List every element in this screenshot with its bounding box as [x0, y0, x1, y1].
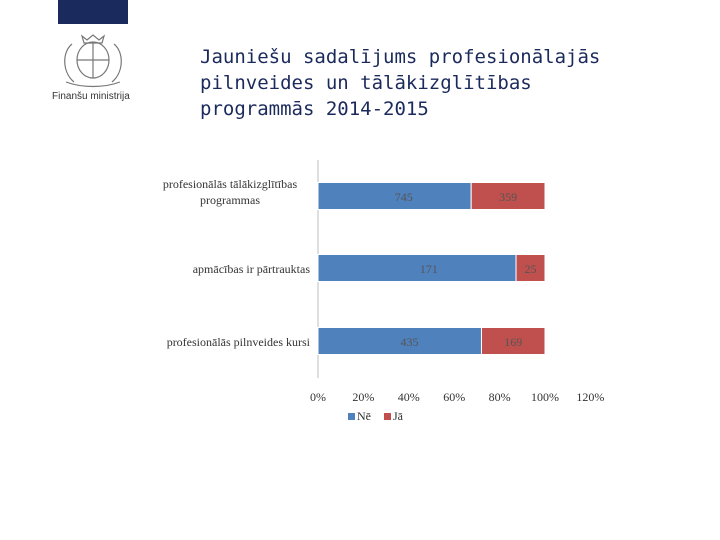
bar-ne-2 — [317, 327, 482, 355]
category-label-0-line-1: programmas — [200, 193, 260, 207]
category-label-2: profesionālās pilnveides kursi — [167, 335, 311, 349]
ministry-label: Finanšu ministrija — [52, 91, 130, 102]
category-label-1: apmācības ir pārtrauktas — [193, 262, 311, 276]
data-label-ne-1: 171 — [420, 262, 438, 276]
x-tick-label-4: 80% — [489, 390, 511, 404]
top-banner-bar — [58, 0, 128, 24]
coat-of-arms-logo — [64, 34, 122, 88]
page-title: Jauniešu sadalījums profesionālajās piln… — [200, 44, 700, 122]
legend-label-ja: Jā — [393, 409, 404, 423]
data-label-ja-0: 359 — [499, 190, 517, 204]
bar-ja-0 — [470, 182, 546, 210]
x-tick-label-3: 60% — [443, 390, 465, 404]
bar-ne-1 — [317, 254, 517, 282]
legend-swatch-ja — [384, 413, 391, 420]
bar-ja-2 — [480, 327, 546, 355]
data-label-ne-2: 435 — [401, 335, 419, 349]
legend-swatch-ne — [348, 413, 355, 420]
x-tick-label-2: 40% — [398, 390, 420, 404]
x-tick-label-1: 20% — [352, 390, 374, 404]
x-tick-label-5: 100% — [531, 390, 559, 404]
legend-label-ne: Nē — [357, 409, 371, 423]
title-line-1: Jauniešu sadalījums profesionālajās — [200, 46, 601, 68]
title-line-3: programmās 2014-2015 — [200, 98, 429, 120]
x-tick-label-6: 120% — [576, 390, 604, 404]
bar-ja-1 — [515, 254, 546, 282]
x-tick-label-0: 0% — [310, 390, 326, 404]
data-label-ja-2: 169 — [504, 335, 522, 349]
data-label-ja-1: 25 — [525, 262, 537, 276]
title-line-2: pilnveides un tālākizglītības — [200, 72, 532, 94]
category-label-0-line-0: profesionālās tālākizglītības — [163, 177, 298, 191]
data-label-ne-0: 745 — [395, 190, 413, 204]
